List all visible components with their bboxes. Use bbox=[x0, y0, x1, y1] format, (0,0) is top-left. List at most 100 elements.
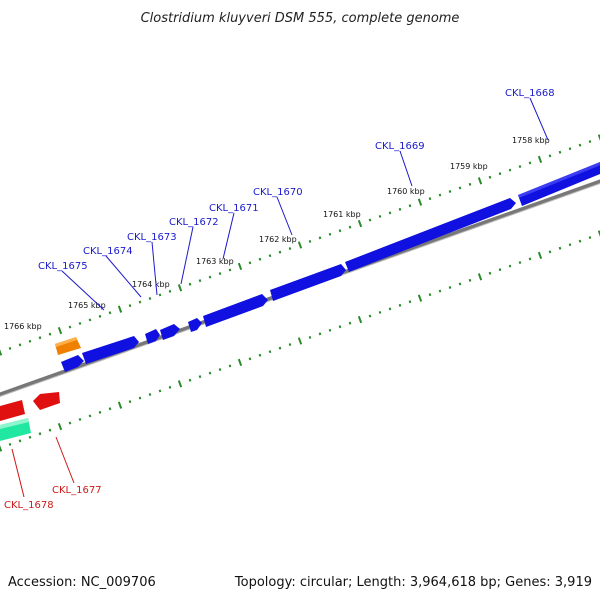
map-title: Clostridium kluyveri DSM 555, complete g… bbox=[141, 11, 460, 26]
minor-tick bbox=[158, 293, 162, 297]
gene-label-ckl-1673[interactable]: CKL_1673 bbox=[127, 232, 177, 243]
major-tick bbox=[297, 337, 303, 345]
minor-tick bbox=[208, 275, 212, 279]
major-tick bbox=[57, 422, 63, 431]
gene-ckl-1673-arrow[interactable] bbox=[160, 324, 180, 340]
minor-tick bbox=[438, 289, 442, 293]
minor-tick bbox=[588, 140, 592, 144]
gene-ckl-1678-arrow[interactable] bbox=[0, 400, 25, 421]
minor-tick bbox=[228, 364, 232, 368]
minor-tick bbox=[288, 343, 292, 347]
minor-tick bbox=[308, 335, 312, 339]
minor-tick bbox=[528, 161, 532, 165]
minor-tick bbox=[98, 410, 102, 414]
minor-tick bbox=[428, 197, 432, 201]
minor-tick bbox=[318, 236, 322, 240]
major-tick bbox=[57, 326, 63, 335]
minor-tick bbox=[188, 282, 192, 286]
minor-tick bbox=[318, 332, 322, 336]
minor-tick bbox=[228, 268, 232, 272]
minor-tick bbox=[68, 325, 72, 329]
gene-label-ckl-1678[interactable]: CKL_1678 bbox=[4, 500, 54, 511]
major-tick bbox=[537, 155, 543, 164]
accession-text: Accession: NC_009706 bbox=[8, 575, 156, 590]
minor-tick bbox=[558, 246, 562, 250]
gene-ckl-1671-arrow[interactable] bbox=[203, 294, 268, 327]
minor-tick bbox=[498, 268, 502, 272]
minor-tick bbox=[18, 343, 22, 347]
minor-tick bbox=[98, 314, 102, 318]
gene-label-ckl-1668[interactable]: CKL_1668 bbox=[505, 88, 555, 99]
minor-tick bbox=[338, 229, 342, 233]
kbp-label: 1766 kbp bbox=[4, 322, 42, 331]
minor-tick bbox=[188, 378, 192, 382]
minor-tick bbox=[168, 289, 172, 293]
major-tick bbox=[117, 305, 123, 313]
gene-ckl-1670-arrow[interactable] bbox=[270, 264, 346, 301]
minor-tick bbox=[568, 147, 572, 151]
minor-tick bbox=[248, 261, 252, 265]
minor-tick bbox=[38, 432, 42, 436]
gene-label-ckl-1677[interactable]: CKL_1677 bbox=[52, 485, 102, 496]
minor-tick bbox=[138, 396, 142, 400]
gene-ckl-1675-arrow[interactable] bbox=[82, 336, 139, 364]
major-tick bbox=[0, 349, 3, 356]
minor-tick bbox=[48, 428, 52, 432]
gene-label-ckl-1670[interactable]: CKL_1670 bbox=[253, 187, 303, 198]
minor-tick bbox=[128, 400, 132, 404]
minor-tick bbox=[78, 321, 82, 325]
minor-tick bbox=[338, 325, 342, 329]
minor-tick bbox=[458, 186, 462, 190]
minor-tick bbox=[88, 318, 92, 322]
minor-tick bbox=[198, 375, 202, 379]
minor-tick bbox=[328, 232, 332, 236]
major-tick bbox=[597, 230, 600, 237]
minor-tick bbox=[108, 311, 112, 315]
minor-tick bbox=[458, 282, 462, 286]
minor-tick bbox=[268, 350, 272, 354]
minor-tick bbox=[308, 239, 312, 243]
gene-label-ckl-1672[interactable]: CKL_1672 bbox=[169, 217, 219, 228]
minor-tick bbox=[258, 353, 262, 357]
gene-ckl-1674-arrow[interactable] bbox=[145, 329, 160, 344]
major-tick bbox=[357, 315, 363, 324]
minor-tick bbox=[578, 239, 582, 243]
minor-tick bbox=[468, 182, 472, 186]
gene-ckl-1677-arrow[interactable] bbox=[33, 392, 60, 410]
major-tick bbox=[177, 380, 183, 388]
lower-tick-ruler bbox=[0, 230, 600, 452]
minor-tick bbox=[398, 207, 402, 211]
minor-tick bbox=[28, 435, 32, 439]
gene-unlabeled-blue-arrow[interactable] bbox=[61, 355, 84, 372]
minor-tick bbox=[448, 286, 452, 289]
major-tick bbox=[237, 262, 243, 271]
major-tick bbox=[597, 134, 600, 141]
kbp-label: 1760 kbp bbox=[387, 187, 425, 196]
minor-tick bbox=[268, 254, 272, 258]
minor-tick bbox=[518, 261, 522, 265]
forward-genes-highlight bbox=[518, 162, 600, 198]
kbp-label: 1759 kbp bbox=[450, 162, 488, 171]
minor-tick bbox=[18, 439, 22, 443]
major-tick bbox=[117, 401, 123, 409]
minor-tick bbox=[68, 421, 72, 425]
minor-tick bbox=[148, 393, 152, 396]
minor-tick bbox=[278, 250, 282, 254]
kbp-label: 1762 kbp bbox=[259, 235, 297, 244]
upper-tick-ruler bbox=[0, 134, 600, 356]
minor-tick bbox=[528, 257, 532, 261]
minor-tick bbox=[278, 346, 282, 350]
gene-label-ckl-1671[interactable]: CKL_1671 bbox=[209, 203, 259, 214]
minor-tick bbox=[588, 236, 592, 240]
gene-label-ckl-1669[interactable]: CKL_1669 bbox=[375, 141, 425, 152]
minor-tick bbox=[78, 417, 82, 421]
gene-ckl-1669-arrow[interactable] bbox=[345, 198, 516, 272]
gene-orange-arrow[interactable] bbox=[55, 337, 81, 355]
gene-label-ckl-1674[interactable]: CKL_1674 bbox=[83, 246, 133, 257]
minor-tick bbox=[348, 225, 352, 229]
gene-label-ckl-1675[interactable]: CKL_1675 bbox=[38, 261, 88, 272]
minor-tick bbox=[8, 346, 12, 350]
minor-tick bbox=[378, 310, 382, 314]
gene-ckl-1672-arrow[interactable] bbox=[188, 318, 202, 332]
